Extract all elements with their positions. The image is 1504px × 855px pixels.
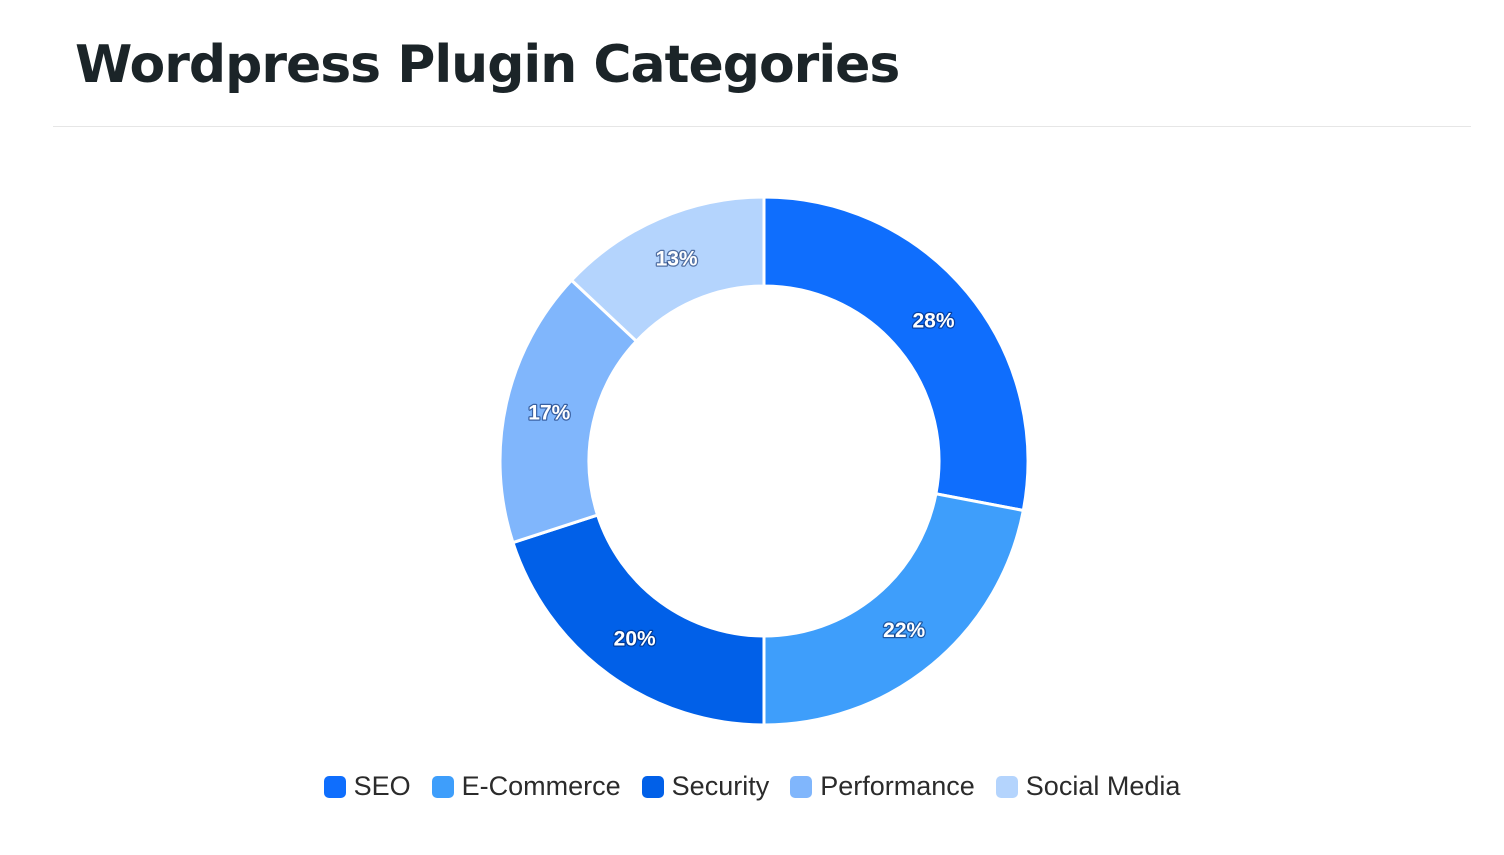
donut-slice-labels: 28% 22% 20% 17% 13%: [527, 246, 956, 651]
slice-e-commerce[interactable]: [762, 492, 1026, 727]
slice-security[interactable]: [511, 513, 766, 727]
legend-item-social-media[interactable]: Social Media: [995, 771, 1181, 802]
slice-seo[interactable]: [762, 195, 1030, 513]
slice-label-social-media: 13%: [656, 248, 698, 271]
legend-swatch: [323, 775, 346, 798]
slice-label-seo: 28%: [912, 309, 954, 332]
title-divider: [53, 126, 1471, 127]
legend-swatch: [790, 775, 813, 798]
donut-slices: [498, 195, 1030, 727]
legend-item-performance[interactable]: Performance: [790, 771, 975, 802]
legend-item-security[interactable]: Security: [641, 771, 770, 802]
legend-item-e-commerce[interactable]: E-Commerce: [431, 771, 621, 802]
legend-swatch: [995, 775, 1018, 798]
legend-label: E-Commerce: [461, 771, 621, 801]
legend-label: Security: [671, 771, 770, 801]
legend-label: SEO: [353, 771, 411, 801]
legend-label: Performance: [820, 771, 975, 801]
legend-swatch: [431, 775, 454, 798]
legend-swatch: [641, 775, 664, 798]
slice-label-e-commerce: 22%: [883, 619, 925, 642]
slice-label-security: 20%: [614, 628, 656, 651]
slice-social-media[interactable]: [569, 195, 766, 344]
legend-item-seo[interactable]: SEO: [323, 771, 411, 802]
slice-label-performance: 17%: [528, 402, 570, 425]
legend-label: Social Media: [1025, 771, 1181, 801]
chart-title: Wordpress Plugin Categories: [75, 35, 900, 95]
chart-legend: SEO E-Commerce Security Performance Social M…: [0, 771, 1504, 802]
